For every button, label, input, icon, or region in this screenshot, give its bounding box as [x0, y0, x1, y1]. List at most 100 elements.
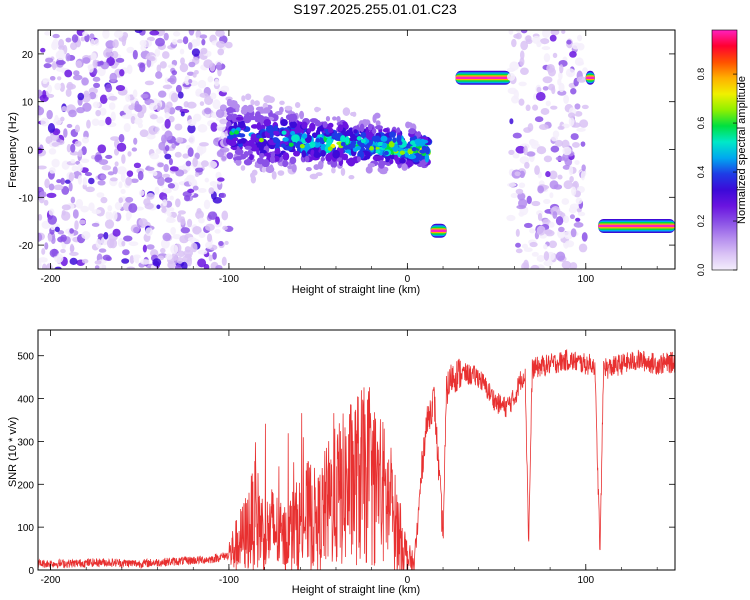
- y-tick-label: 300: [17, 437, 34, 448]
- heat-cell: [557, 90, 567, 96]
- heat-cell: [187, 124, 196, 134]
- heat-cell: [548, 170, 558, 180]
- heat-cell: [47, 233, 53, 242]
- heat-cell: [209, 180, 218, 187]
- heat-cell: [304, 142, 311, 151]
- y-tick-label: 10: [22, 98, 34, 109]
- heat-cell: [44, 242, 49, 250]
- heat-cell: [532, 104, 539, 111]
- heat-cell: [578, 243, 588, 253]
- heat-cell: [269, 155, 276, 164]
- heat-cell: [543, 260, 553, 267]
- heat-cell: [175, 169, 185, 177]
- heat-cell: [142, 244, 147, 253]
- heat-cell: [519, 57, 525, 67]
- heat-cell: [581, 104, 589, 110]
- heat-cell: [42, 78, 51, 83]
- heat-cell: [279, 100, 285, 106]
- heat-cell: [293, 150, 301, 157]
- heat-cell: [555, 251, 566, 262]
- y-tick-label: 400: [17, 395, 34, 406]
- heat-cell: [577, 34, 583, 42]
- heat-cell: [91, 118, 100, 127]
- colorbar: [711, 29, 738, 271]
- heat-cell: [92, 76, 101, 82]
- heat-cell: [373, 112, 381, 119]
- heat-cell: [518, 198, 528, 208]
- heat-cell: [523, 127, 532, 133]
- heat-cell: [125, 196, 134, 203]
- heat-cell: [123, 123, 131, 133]
- heat-cell: [44, 178, 50, 189]
- heat-cell: [250, 124, 259, 129]
- heat-cell: [216, 61, 222, 71]
- heat-cell: [529, 241, 538, 248]
- heat-cell: [187, 147, 194, 158]
- heat-cell: [314, 149, 319, 156]
- heat-cell: [410, 140, 416, 145]
- heat-cell: [568, 116, 575, 127]
- heat-cell: [225, 107, 235, 114]
- heat-cell: [64, 179, 71, 184]
- heat-cell: [580, 141, 586, 147]
- heat-cell: [322, 121, 328, 128]
- heat-cell: [529, 228, 536, 234]
- heat-cell: [240, 165, 246, 171]
- heat-cell: [419, 149, 426, 154]
- heat-cell: [140, 104, 147, 114]
- heat-cell: [161, 207, 167, 213]
- heat-cell: [155, 71, 163, 79]
- heat-cell: [156, 102, 162, 112]
- heat-cell: [411, 147, 417, 152]
- heat-cell: [295, 144, 301, 149]
- heat-cell: [216, 123, 226, 132]
- heat-cell: [558, 71, 563, 81]
- heat-cell: [512, 153, 520, 159]
- heat-cell: [138, 218, 148, 227]
- heat-cell: [56, 179, 62, 184]
- heat-cell: [128, 104, 135, 110]
- heat-cell: [518, 211, 525, 217]
- heat-cell: [98, 248, 107, 253]
- heat-cell: [61, 106, 68, 112]
- heat-cell: [46, 109, 53, 120]
- heat-cell: [530, 140, 539, 147]
- heat-cell: [284, 105, 293, 111]
- heat-cell: [133, 162, 141, 169]
- heat-cell: [234, 148, 244, 156]
- heat-cell: [160, 238, 170, 249]
- heat-cell: [543, 198, 551, 204]
- heat-cell: [536, 254, 545, 263]
- heat-cell: [541, 46, 551, 51]
- heat-cell: [51, 158, 60, 168]
- heat-cell: [164, 112, 170, 119]
- heat-cell: [290, 130, 296, 136]
- heat-cell: [116, 142, 127, 152]
- tone-band: [430, 229, 447, 232]
- heat-cell: [48, 148, 57, 155]
- heat-cell: [576, 76, 587, 83]
- heat-cell: [148, 102, 158, 111]
- heat-cell: [277, 170, 285, 176]
- heat-cell: [558, 226, 565, 233]
- heat-cell: [281, 130, 287, 135]
- heatmap-feature-signal-band: [225, 93, 433, 184]
- heat-cell: [47, 215, 58, 225]
- heat-cell: [58, 45, 65, 51]
- heat-cell: [39, 94, 49, 102]
- heat-cell: [73, 70, 80, 76]
- heat-cell: [320, 156, 325, 162]
- heat-cell: [575, 217, 581, 222]
- heat-cell: [569, 214, 575, 220]
- heat-cell: [60, 234, 67, 242]
- heat-cell: [38, 147, 43, 154]
- heat-cell: [46, 192, 57, 198]
- heat-cell: [309, 122, 316, 132]
- heat-cell: [198, 232, 206, 238]
- heat-cell: [243, 158, 253, 166]
- heat-cell: [190, 242, 198, 253]
- heat-cell: [245, 93, 252, 101]
- heat-cell: [105, 116, 112, 126]
- heat-cell: [197, 258, 207, 268]
- heat-cell: [341, 153, 349, 161]
